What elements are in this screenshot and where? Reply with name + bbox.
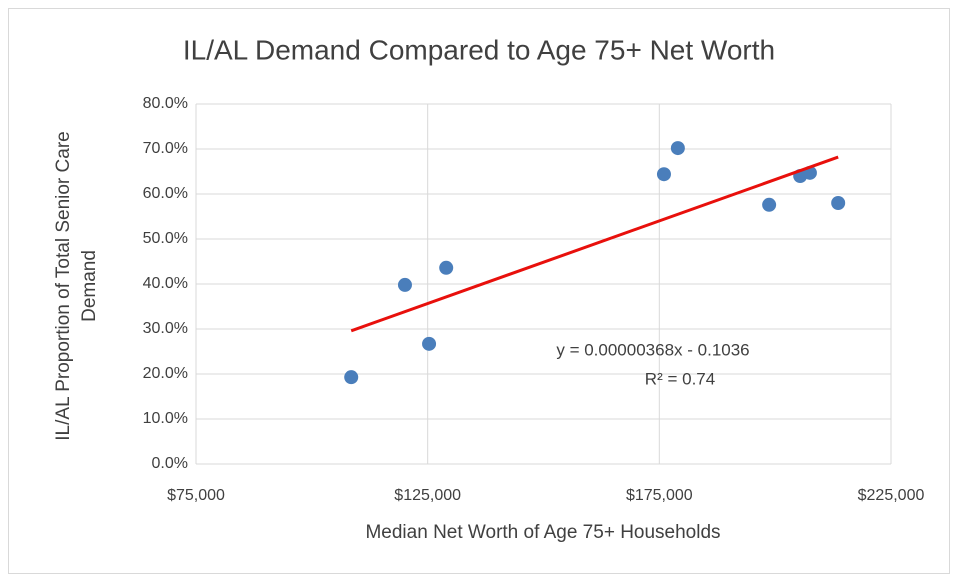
x-tick-label: $75,000 (167, 487, 225, 504)
chart-title: IL/AL Demand Compared to Age 75+ Net Wor… (183, 34, 775, 65)
trendline (350, 155, 839, 333)
point (397, 277, 412, 292)
y-axis-title-line: Demand (79, 250, 100, 322)
point (831, 196, 846, 210)
y-tick-label: 30.0% (143, 320, 188, 337)
y-tick-label: 60.0% (143, 185, 188, 202)
y-tick-label: 20.0% (143, 365, 188, 382)
x-tick-label: $125,000 (394, 487, 461, 504)
point (439, 260, 454, 275)
x-tick-label: $225,000 (858, 487, 925, 504)
point (422, 336, 437, 351)
y-tick-label: 50.0% (143, 230, 188, 247)
y-tick-label: 70.0% (143, 140, 188, 157)
point (762, 197, 777, 212)
y-tick-label: 40.0% (143, 275, 188, 292)
y-tick-label: 0.0% (152, 455, 188, 472)
y-axis-title-line: IL/AL Proportion of Total Senior Care (53, 131, 74, 440)
point (344, 370, 359, 385)
trend-equation: y = 0.00000368x - 0.1036 (556, 340, 749, 359)
y-axis-title: IL/AL Proportion of Total Senior Care De… (53, 131, 100, 440)
point (656, 167, 671, 182)
y-tick-label: 10.0% (143, 410, 188, 427)
x-axis-title: Median Net Worth of Age 75+ Households (365, 522, 720, 543)
y-tick-label: 80.0% (143, 95, 188, 112)
r-squared: R² = 0.74 (645, 369, 715, 388)
point (670, 141, 685, 156)
x-tick-label: $175,000 (626, 487, 693, 504)
chart-border (8, 8, 950, 574)
